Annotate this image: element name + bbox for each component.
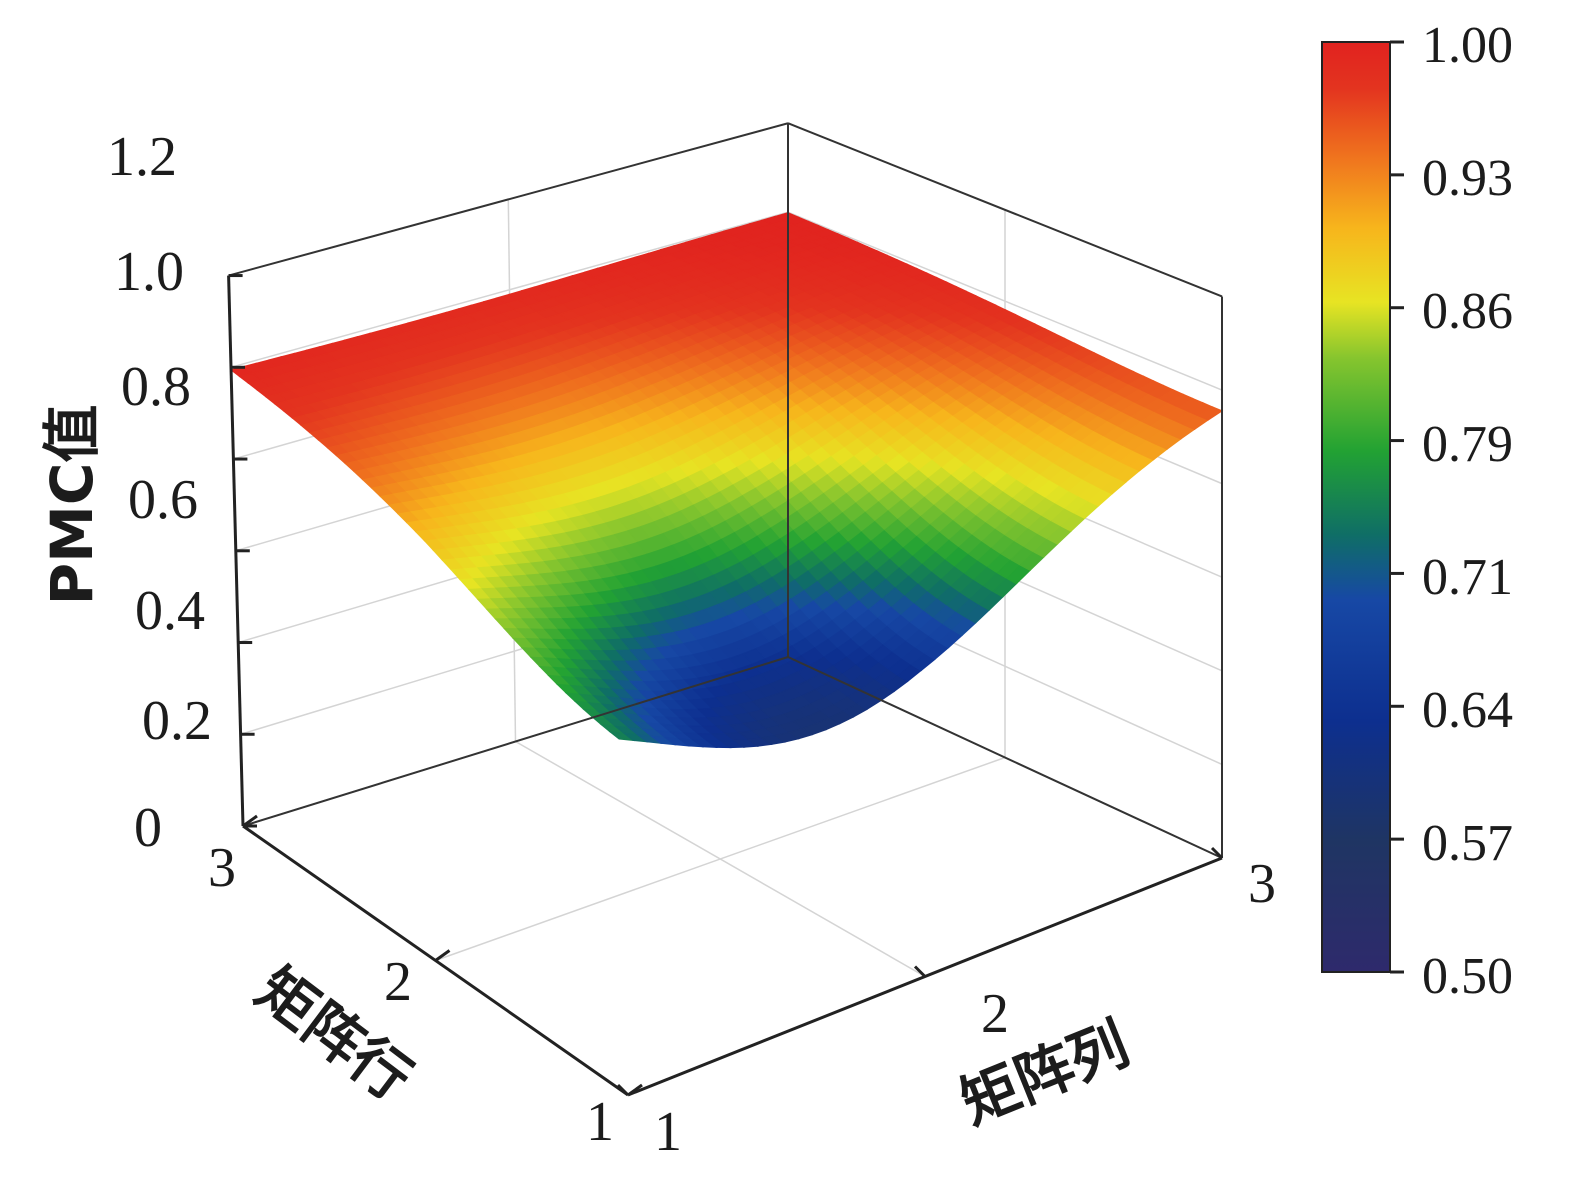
colorbar xyxy=(1321,41,1391,973)
x-tick-label: 1 xyxy=(654,1101,682,1163)
y-tick-label: 3 xyxy=(208,837,236,899)
y-tick-mark xyxy=(242,814,258,828)
z-axis-title: PMC值 xyxy=(38,405,106,606)
x-axis-title: 矩阵列 xyxy=(951,1009,1138,1137)
colorbar-tick-label: 0.86 xyxy=(1422,283,1513,340)
box-edge xyxy=(787,656,1223,859)
box-edge xyxy=(228,122,789,277)
x-tick-mark xyxy=(616,1083,630,1097)
z-tick-label: 0.6 xyxy=(128,469,198,531)
box-edge xyxy=(787,122,1223,298)
axes xyxy=(227,122,1224,1097)
x-tick-mark xyxy=(913,965,927,978)
floor-grid-line xyxy=(435,756,1006,962)
y-tick-mark xyxy=(434,949,451,962)
z-tick-label: 0.4 xyxy=(135,580,205,642)
colorbar-tick-label: 0.79 xyxy=(1422,416,1513,473)
colorbar-tick-label: 0.50 xyxy=(1422,948,1513,1005)
y-tick-mark xyxy=(627,1083,643,1097)
x-tick-label: 3 xyxy=(1248,853,1276,915)
colorbar-ticks xyxy=(1390,40,1404,974)
surface xyxy=(229,212,1224,749)
z-tick-label: 1.0 xyxy=(114,241,184,303)
colorbar-tick-label: 0.57 xyxy=(1422,815,1513,872)
z-tick-label: 0.8 xyxy=(121,356,191,418)
z-tick-label: 1.2 xyxy=(107,126,177,188)
colorbar-tick-label: 0.71 xyxy=(1422,549,1513,606)
colorbar-tick-label: 0.64 xyxy=(1422,682,1513,739)
colorbar-tick-label: 0.93 xyxy=(1422,150,1513,207)
y-tick-label: 2 xyxy=(384,951,412,1013)
colorbar-tick-label: 1.00 xyxy=(1422,17,1513,74)
z-tick-label: 0.2 xyxy=(142,690,212,752)
z-tick-label: 0 xyxy=(134,797,162,859)
y-tick-label: 1 xyxy=(586,1091,614,1153)
x-tick-label: 2 xyxy=(981,983,1009,1045)
box-edge xyxy=(242,656,789,827)
x-tick-mark xyxy=(1210,846,1224,860)
